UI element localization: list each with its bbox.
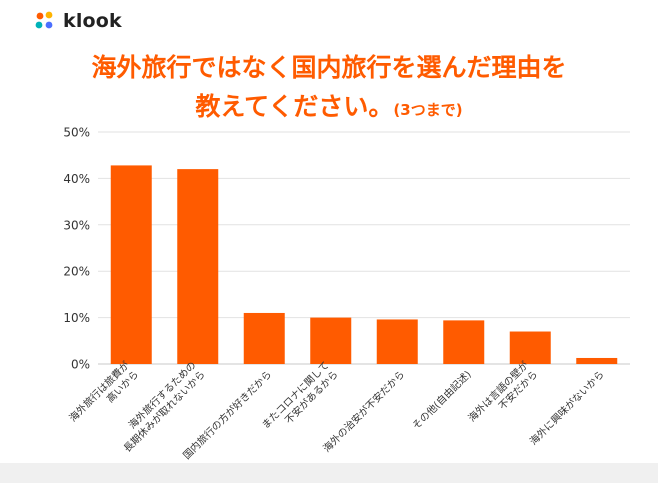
bar [310,317,352,364]
bar [243,312,285,364]
x-tick-label-line: 海外に興味がないから [527,368,607,448]
y-tick-label: 50% [63,126,90,140]
y-tick-label: 10% [63,311,90,325]
bar [443,320,485,364]
bar [376,319,418,364]
bar [576,357,618,364]
klook-logo: klook [34,10,122,32]
y-tick-label: 20% [63,265,90,279]
bar [110,165,152,364]
y-tick-label: 40% [63,172,90,186]
y-tick-label: 30% [63,218,90,232]
chart-title-line-2-main: 教えてください。 [195,92,394,121]
y-tick-label: 0% [71,358,90,372]
x-tick-label: 海外に興味がないから [527,368,607,448]
x-tick-label: その他(自由記述) [409,368,473,432]
klook-logo-icon [35,11,53,29]
chart-title-note: (3つまで) [393,101,463,119]
bar [509,331,551,364]
bottom-strip [0,463,658,483]
chart-title-line-1: 海外旅行ではなく国内旅行を選んだ理由を [91,53,567,82]
bar [177,169,219,364]
logo-text: klook [63,10,122,32]
chart-title-line-2: 教えてください。(3つまで) [0,87,658,123]
x-tick-label-line: その他(自由記述) [409,368,473,432]
